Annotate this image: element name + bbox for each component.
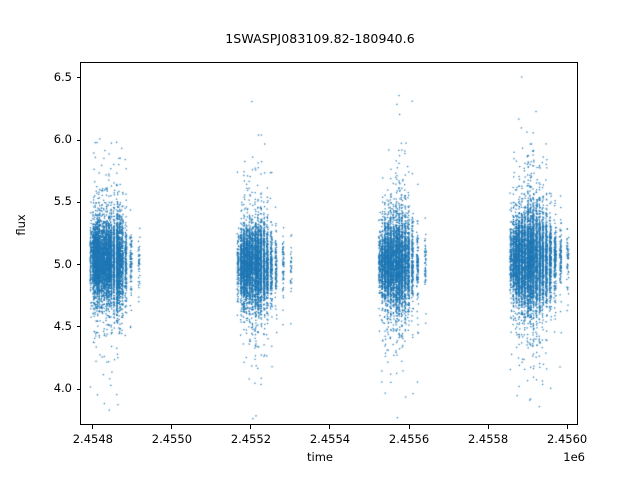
x-tick-mark [171,425,173,429]
x-tick-label: 2.4558 [467,432,509,446]
x-tick-label: 2.4548 [72,432,113,446]
x-tick-mark [92,425,94,429]
x-tick-mark [566,425,568,429]
x-tick-mark [250,425,252,429]
y-tick-mark [76,139,80,141]
page-title: 1SWASPJ083109.82-180940.6 [225,31,415,46]
x-tick-label: 2.4560 [546,432,588,446]
x-tick-mark [487,425,489,429]
y-axis-label: flux [14,214,28,236]
plot-axes [80,62,578,425]
y-tick-label: 5.5 [53,194,72,209]
y-tick-label: 4.5 [53,318,72,333]
y-tick-mark [76,77,80,79]
y-tick-mark [76,264,80,266]
y-tick-mark [76,388,80,390]
scatter-plot-canvas [81,63,577,424]
x-tick-mark [329,425,331,429]
y-tick-mark [76,201,80,203]
y-tick-mark [76,326,80,328]
x-tick-mark [408,425,410,429]
y-tick-label: 4.0 [53,381,72,396]
x-tick-label: 2.4554 [309,432,351,446]
y-tick-label: 6.0 [53,132,72,147]
x-tick-label: 2.4556 [388,432,430,446]
y-tick-label: 6.5 [53,69,72,84]
x-tick-label: 2.4550 [151,432,193,446]
x-axis-label: time [307,450,333,464]
x-tick-label: 2.4552 [230,432,272,446]
y-tick-label: 5.0 [53,256,72,271]
x-axis-offset-text: 1e6 [563,450,585,464]
